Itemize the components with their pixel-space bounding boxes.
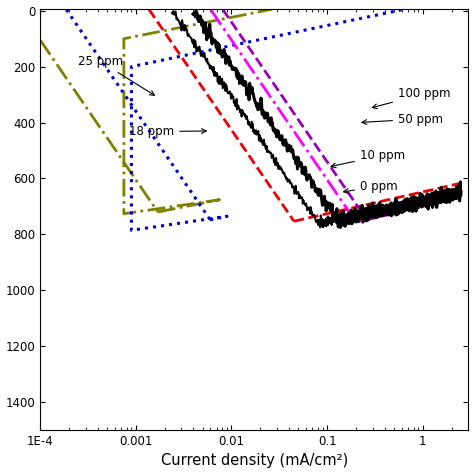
Text: 18 ppm: 18 ppm xyxy=(129,125,206,138)
Text: 25 ppm: 25 ppm xyxy=(78,55,155,95)
X-axis label: Current density (mA/cm²): Current density (mA/cm²) xyxy=(161,454,348,468)
Text: 10 ppm: 10 ppm xyxy=(331,149,405,168)
Text: 50 ppm: 50 ppm xyxy=(362,112,443,126)
Text: 100 ppm: 100 ppm xyxy=(372,87,450,109)
Text: 0 ppm: 0 ppm xyxy=(344,180,398,193)
